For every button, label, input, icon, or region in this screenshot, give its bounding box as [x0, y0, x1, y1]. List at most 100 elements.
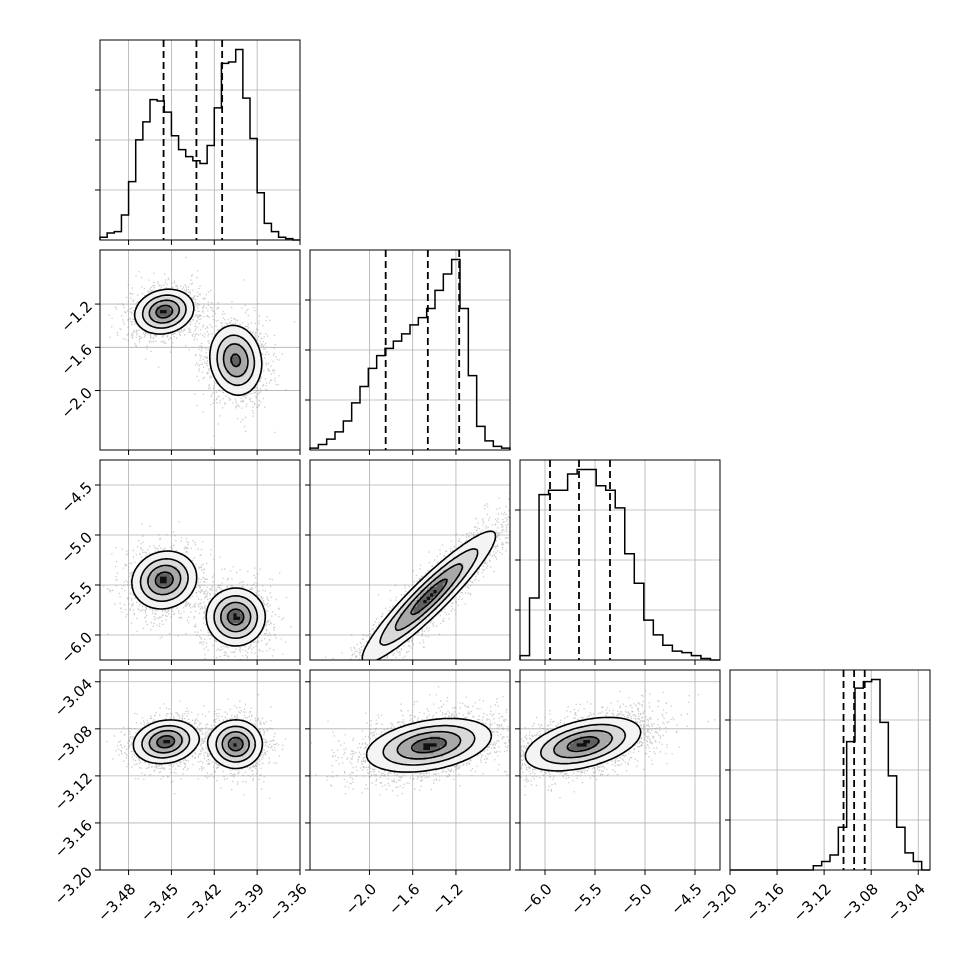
density-cell	[386, 616, 391, 621]
density-cell	[173, 720, 177, 724]
density-cell	[230, 603, 234, 607]
density-cell	[253, 353, 257, 357]
density-cell	[543, 740, 547, 744]
density-cell	[253, 620, 257, 624]
density-cell	[210, 606, 214, 611]
density-cell	[373, 633, 377, 637]
density-cell	[400, 616, 404, 621]
density-cell	[253, 730, 257, 734]
density-cell	[143, 570, 147, 574]
density-cell	[173, 573, 177, 577]
density-cell	[170, 570, 174, 574]
density-cell	[383, 746, 387, 751]
density-cell	[143, 590, 147, 594]
density-cell	[553, 756, 557, 761]
density-cell	[210, 610, 214, 614]
density-cell	[460, 556, 464, 561]
density-cell	[376, 763, 381, 767]
density-cell	[613, 736, 617, 741]
density-cell	[250, 356, 254, 361]
density-cell	[153, 306, 157, 311]
density-cell	[420, 736, 424, 741]
density-cell	[446, 580, 451, 584]
density-cell	[473, 733, 477, 737]
density-cell	[400, 756, 404, 761]
density-cell	[383, 756, 387, 761]
density-cell	[150, 603, 154, 607]
density-cell	[193, 736, 197, 741]
density-cell	[246, 366, 251, 371]
density-cell	[393, 760, 397, 764]
density-cell	[240, 616, 244, 621]
density-cell	[216, 593, 221, 597]
density-cell	[183, 753, 187, 757]
density-cell	[406, 606, 411, 611]
density-cell	[166, 570, 171, 574]
density-cell	[240, 386, 244, 391]
density-cell	[460, 733, 464, 737]
density-cell	[170, 326, 174, 331]
density-cell	[383, 620, 387, 624]
density-cell	[463, 723, 467, 727]
density-cell	[246, 333, 251, 337]
density-cell	[250, 370, 254, 374]
density-cell	[233, 743, 237, 747]
density-cell	[240, 330, 244, 334]
density-cell	[543, 750, 547, 754]
density-cell	[430, 583, 434, 587]
density-cell	[150, 310, 154, 314]
density-cell	[153, 583, 157, 587]
density-cell	[596, 753, 601, 757]
density-cell	[233, 390, 237, 394]
density-cell	[186, 586, 191, 591]
density-cell	[160, 740, 164, 744]
density-cell	[153, 293, 157, 297]
density-cell	[400, 603, 404, 607]
density-cell	[166, 740, 171, 744]
density-cell	[430, 596, 434, 601]
density-cell	[560, 766, 564, 771]
density-cell	[233, 380, 237, 384]
density-cell	[563, 726, 567, 731]
density-cell	[226, 346, 231, 351]
density-cell	[456, 730, 461, 734]
density-cell	[136, 306, 141, 311]
density-cell	[220, 353, 224, 357]
density-cell	[166, 733, 171, 737]
density-cell	[226, 640, 231, 644]
density-cell	[230, 383, 234, 387]
density-cell	[220, 333, 224, 337]
density-cell	[190, 573, 194, 577]
density-cell	[250, 736, 254, 741]
density-cell	[230, 340, 234, 344]
density-cell	[480, 730, 484, 734]
density-cell	[403, 753, 407, 757]
density-cell	[170, 600, 174, 604]
density-cell	[250, 603, 254, 607]
density-cell	[240, 340, 244, 344]
density-cell	[393, 743, 397, 747]
density-cell	[386, 646, 391, 651]
y-tick-label: −1.6	[58, 341, 96, 379]
density-cell	[180, 573, 184, 577]
density-cell	[210, 736, 214, 741]
density-cell	[413, 740, 417, 744]
density-cell	[143, 306, 147, 311]
density-cell	[456, 550, 461, 554]
density-cell	[456, 576, 461, 581]
density-cell	[143, 580, 147, 584]
density-cell	[246, 616, 251, 621]
density-cell	[156, 580, 161, 584]
density-cell	[183, 593, 187, 597]
density-cell	[400, 746, 404, 751]
density-cell	[390, 643, 394, 647]
density-cell	[453, 726, 457, 731]
density-cell	[556, 760, 561, 764]
density-cell	[223, 360, 227, 364]
density-cell	[166, 593, 171, 597]
density-cell	[430, 756, 434, 761]
density-cell	[453, 743, 457, 747]
density-cell	[546, 763, 551, 767]
x-tick-label: −3.12	[790, 880, 835, 925]
density-cell	[376, 630, 381, 634]
